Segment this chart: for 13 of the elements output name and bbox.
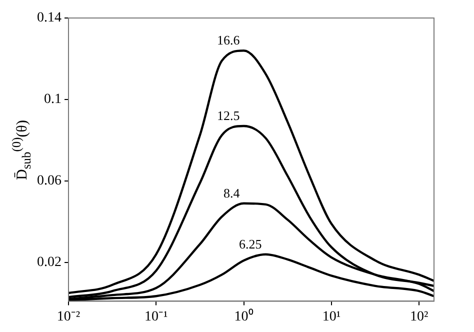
series-label: 12.5 xyxy=(217,108,240,123)
x-tick-label: 10⁰ xyxy=(234,308,254,324)
series-label: 8.4 xyxy=(224,185,240,200)
x-tick-label: 10² xyxy=(410,309,428,324)
y-tick-label: 0.06 xyxy=(37,174,62,189)
x-tick-label: 10⁻¹ xyxy=(144,309,168,324)
series-label: 16.6 xyxy=(217,32,240,48)
y-tick-label: 0.14 xyxy=(37,10,62,26)
series-label: 6.25 xyxy=(238,236,262,252)
x-tick-label: 10⁻² xyxy=(56,309,80,324)
y-tick-label: 0.1 xyxy=(44,92,62,108)
x-tick-label: 10¹ xyxy=(322,309,341,324)
y-tick-label: 0.02 xyxy=(37,255,62,270)
